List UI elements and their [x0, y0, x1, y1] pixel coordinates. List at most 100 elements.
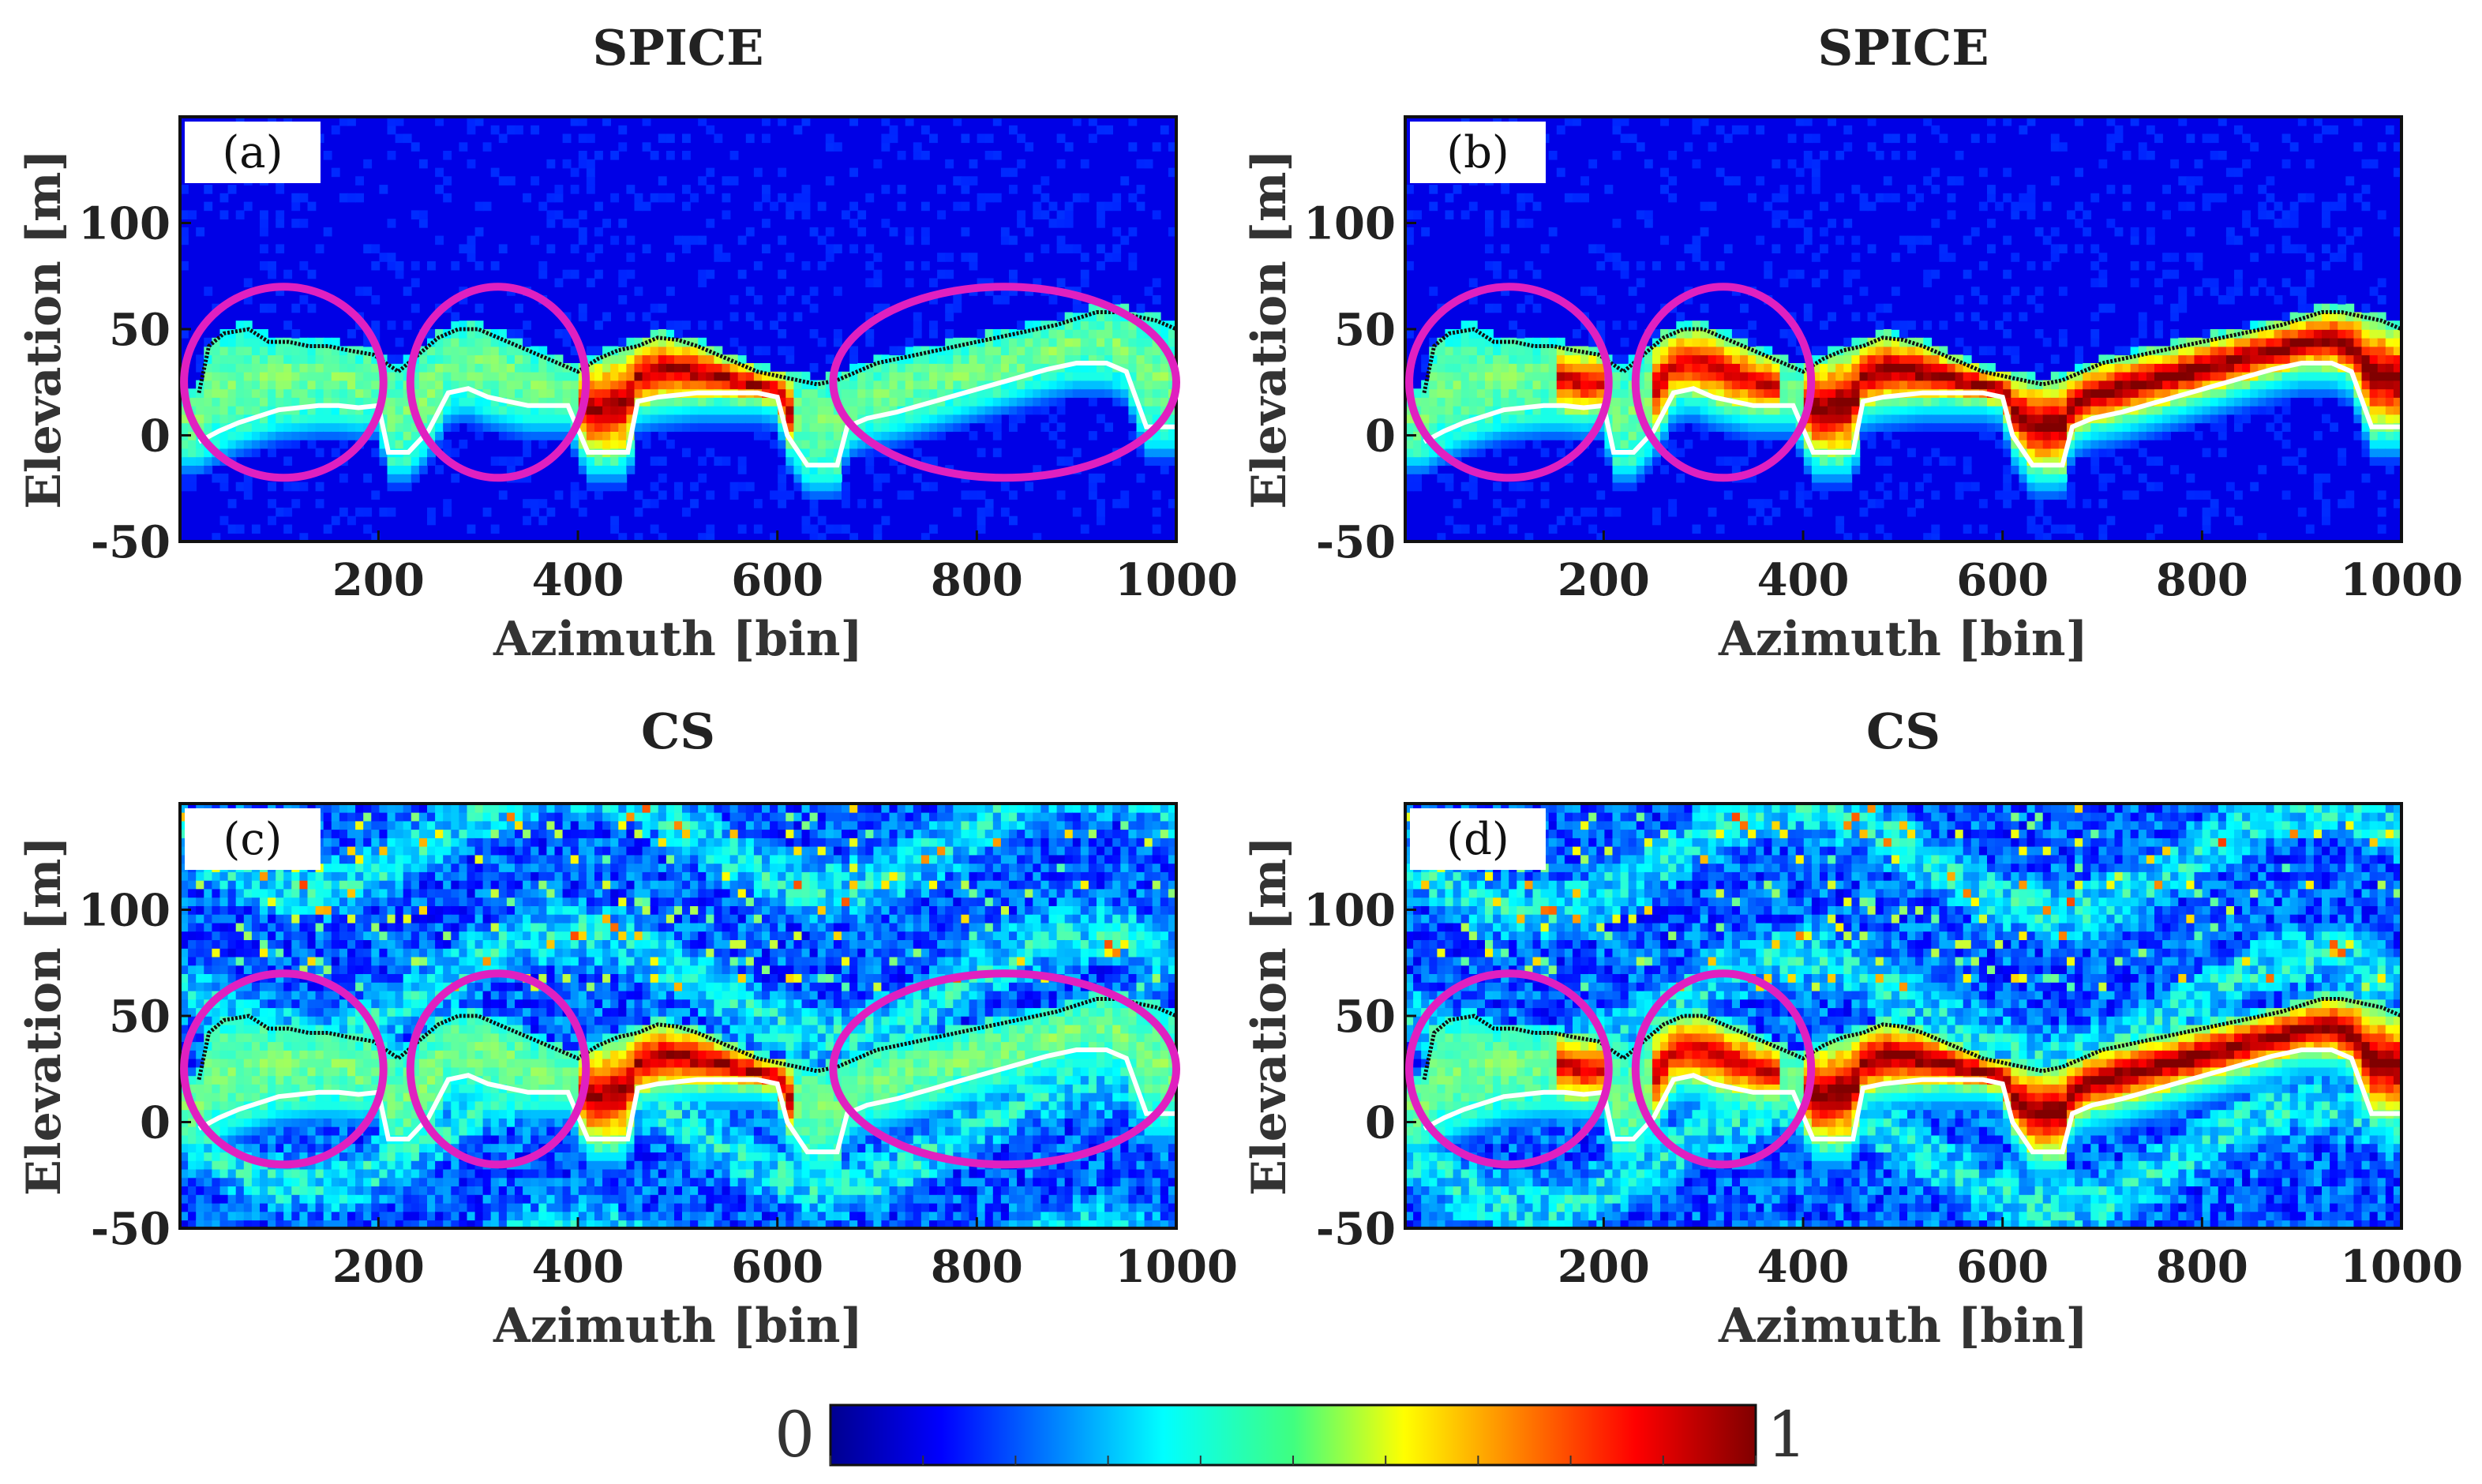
heatmap-cell	[1867, 431, 1876, 440]
heatmap-cell	[188, 1075, 197, 1085]
heatmap-cell	[554, 397, 564, 407]
heatmap-cell	[2034, 397, 2044, 407]
heatmap-cell	[2297, 363, 2307, 373]
heatmap-cell	[331, 371, 340, 381]
heatmap-cell	[2322, 508, 2330, 517]
heatmap-cell	[418, 354, 428, 364]
heatmap-cell	[1524, 337, 1534, 347]
heatmap-cell	[2075, 448, 2083, 458]
heatmap-cell	[1907, 414, 1916, 424]
heatmap-cell	[1564, 363, 1573, 373]
heatmap-cell	[1097, 515, 1105, 526]
heatmap-cell	[212, 1194, 221, 1204]
heatmap-cell	[2353, 329, 2363, 339]
heatmap-cell	[1445, 388, 1454, 398]
heatmap-cell	[1923, 422, 1933, 432]
heatmap-cell	[1040, 337, 1050, 347]
heatmap-cell	[2138, 346, 2147, 356]
heatmap-cell	[331, 515, 340, 526]
heatmap-cell	[586, 405, 595, 415]
heatmap-cell	[961, 227, 970, 237]
heatmap-cell	[1779, 414, 1789, 424]
heatmap-cell	[276, 380, 285, 390]
heatmap-cell	[1779, 354, 1789, 364]
heatmap-cell	[379, 508, 388, 517]
heatmap-cell	[865, 388, 875, 398]
heatmap-cell	[905, 431, 914, 440]
heatmap-cell	[546, 422, 556, 432]
heatmap-cell	[865, 260, 875, 271]
heatmap-cell	[1056, 210, 1066, 219]
heatmap-cell	[212, 1202, 221, 1212]
heatmap-cell	[188, 482, 197, 492]
heatmap-cell	[323, 354, 332, 364]
heatmap-cell	[1509, 380, 1518, 390]
heatmap-cell	[2154, 456, 2163, 466]
heatmap-cell	[992, 422, 1002, 432]
heatmap-cell	[188, 931, 197, 940]
heatmap-cell	[1907, 320, 1916, 330]
heatmap-cell	[833, 490, 842, 500]
heatmap-cell	[2218, 397, 2227, 407]
heatmap-cell	[1088, 473, 1097, 483]
heatmap-cell	[1517, 422, 1526, 432]
heatmap-cell	[204, 1194, 213, 1204]
heatmap-cell	[722, 456, 731, 466]
heatmap-cell	[1468, 371, 1478, 381]
heatmap-cell	[2194, 371, 2203, 381]
heatmap-cell	[1564, 431, 1573, 440]
heatmap-cell	[180, 439, 189, 449]
heatmap-cell	[2098, 482, 2108, 492]
heatmap-cell	[1453, 499, 1462, 508]
heatmap-cell	[459, 388, 468, 398]
heatmap-cell	[961, 201, 970, 212]
heatmap-cell	[443, 329, 452, 339]
heatmap-cell	[2026, 439, 2036, 449]
heatmap-cell	[523, 414, 531, 424]
heatmap-cell	[251, 346, 261, 356]
heatmap-cell	[682, 354, 691, 364]
heatmap-cell	[1835, 515, 1845, 526]
heatmap-cell	[379, 439, 388, 449]
heatmap-cell	[770, 422, 778, 432]
heatmap-cell	[1795, 490, 1805, 500]
heatmap-cell	[1987, 185, 1996, 194]
heatmap-cell	[1700, 329, 1709, 339]
heatmap-cell	[698, 405, 707, 415]
heatmap-cell	[1460, 354, 1470, 364]
heatmap-cell	[849, 244, 858, 253]
heatmap-cell	[1731, 337, 1741, 347]
heatmap-cell	[299, 295, 309, 305]
heatmap-cell	[793, 405, 803, 415]
heatmap-cell	[363, 397, 373, 407]
heatmap-cell	[260, 439, 268, 449]
heatmap-cell	[1548, 405, 1558, 415]
heatmap-cell	[945, 312, 954, 322]
heatmap-cell	[2011, 422, 2020, 432]
heatmap-cell	[729, 354, 739, 364]
heatmap-cell	[363, 354, 373, 364]
heatmap-cell	[953, 508, 962, 517]
heatmap-cell	[1851, 388, 1861, 398]
heatmap-cell	[2361, 388, 2371, 398]
heatmap-cell	[2090, 312, 2100, 322]
heatmap-cell	[2083, 499, 2092, 508]
heatmap-cell	[586, 473, 595, 483]
heatmap-cell	[2218, 337, 2227, 347]
heatmap-cell	[833, 431, 842, 440]
heatmap-cell	[498, 456, 508, 466]
heatmap-cell	[1120, 320, 1130, 330]
heatmap-cell	[2202, 388, 2211, 398]
heatmap-cell	[1931, 167, 1940, 178]
heatmap-cell	[180, 1152, 189, 1161]
heatmap-cell	[969, 431, 978, 440]
heatmap-cell	[1485, 363, 1494, 373]
heatmap-cell	[2242, 337, 2251, 347]
heatmap-cell	[554, 278, 564, 287]
heatmap-cell	[2042, 201, 2052, 212]
heatmap-cell	[1048, 431, 1058, 440]
heatmap-cell	[1009, 397, 1018, 407]
heatmap-cell	[2393, 337, 2401, 347]
heatmap-cell	[2042, 465, 2052, 474]
heatmap-cell	[2297, 337, 2307, 347]
